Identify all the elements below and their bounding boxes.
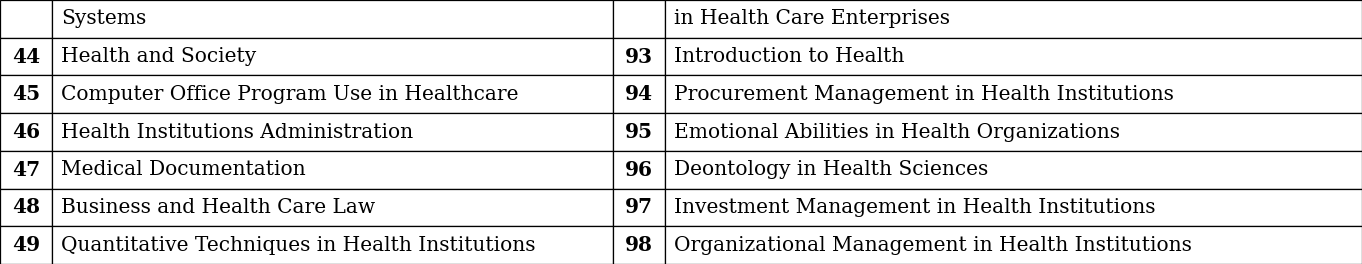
- Bar: [52, 113, 613, 151]
- Text: Introduction to Health: Introduction to Health: [674, 47, 904, 66]
- Bar: [0, 226, 52, 264]
- Bar: [52, 76, 613, 113]
- Text: 48: 48: [12, 197, 39, 218]
- Bar: [665, 113, 1362, 151]
- Bar: [665, 38, 1362, 76]
- Text: 96: 96: [625, 160, 652, 180]
- Bar: [613, 0, 665, 38]
- Bar: [613, 38, 665, 76]
- Bar: [665, 188, 1362, 226]
- Bar: [665, 226, 1362, 264]
- Bar: [0, 151, 52, 188]
- Text: 44: 44: [12, 46, 39, 67]
- Text: Organizational Management in Health Institutions: Organizational Management in Health Inst…: [674, 236, 1192, 255]
- Text: Procurement Management in Health Institutions: Procurement Management in Health Institu…: [674, 85, 1174, 104]
- Bar: [0, 0, 52, 38]
- Text: Investment Management in Health Institutions: Investment Management in Health Institut…: [674, 198, 1156, 217]
- Text: in Health Care Enterprises: in Health Care Enterprises: [674, 9, 951, 28]
- Text: Medical Documentation: Medical Documentation: [61, 160, 306, 179]
- Text: 46: 46: [12, 122, 39, 142]
- Bar: [613, 226, 665, 264]
- Text: Business and Health Care Law: Business and Health Care Law: [61, 198, 376, 217]
- Bar: [613, 76, 665, 113]
- Bar: [52, 226, 613, 264]
- Text: Quantitative Techniques in Health Institutions: Quantitative Techniques in Health Instit…: [61, 236, 535, 255]
- Bar: [52, 188, 613, 226]
- Text: 49: 49: [12, 235, 39, 255]
- Bar: [52, 38, 613, 76]
- Text: 94: 94: [625, 84, 652, 104]
- Text: 93: 93: [625, 46, 652, 67]
- Text: Computer Office Program Use in Healthcare: Computer Office Program Use in Healthcar…: [61, 85, 519, 104]
- Bar: [0, 76, 52, 113]
- Bar: [613, 188, 665, 226]
- Bar: [52, 0, 613, 38]
- Text: Health Institutions Administration: Health Institutions Administration: [61, 122, 414, 142]
- Text: Systems: Systems: [61, 9, 147, 28]
- Bar: [665, 151, 1362, 188]
- Bar: [613, 113, 665, 151]
- Bar: [0, 38, 52, 76]
- Text: 95: 95: [625, 122, 652, 142]
- Bar: [665, 76, 1362, 113]
- Text: Health and Society: Health and Society: [61, 47, 256, 66]
- Bar: [52, 151, 613, 188]
- Bar: [0, 113, 52, 151]
- Text: 97: 97: [625, 197, 652, 218]
- Text: 47: 47: [12, 160, 39, 180]
- Bar: [665, 0, 1362, 38]
- Text: Deontology in Health Sciences: Deontology in Health Sciences: [674, 160, 989, 179]
- Bar: [613, 151, 665, 188]
- Text: 98: 98: [625, 235, 652, 255]
- Bar: [0, 188, 52, 226]
- Text: Emotional Abilities in Health Organizations: Emotional Abilities in Health Organizati…: [674, 122, 1120, 142]
- Text: 45: 45: [12, 84, 39, 104]
